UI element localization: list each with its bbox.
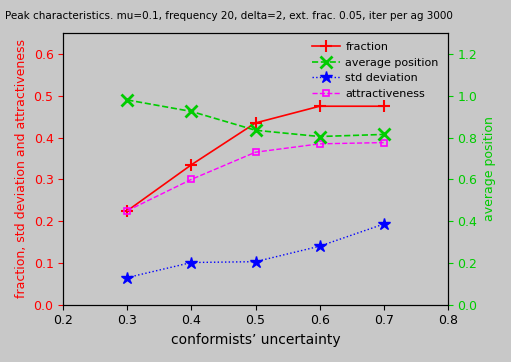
X-axis label: conformists’ uncertainty: conformists’ uncertainty bbox=[171, 333, 340, 347]
Text: Peak characteristics. mu=0.1, frequency 20, delta=2, ext. frac. 0.05, iter per a: Peak characteristics. mu=0.1, frequency … bbox=[5, 11, 453, 21]
Legend: fraction, average position, std deviation, attractiveness: fraction, average position, std deviatio… bbox=[309, 39, 442, 102]
Y-axis label: fraction, std deviation and attractiveness: fraction, std deviation and attractivene… bbox=[15, 39, 28, 298]
Y-axis label: average position: average position bbox=[483, 117, 496, 221]
